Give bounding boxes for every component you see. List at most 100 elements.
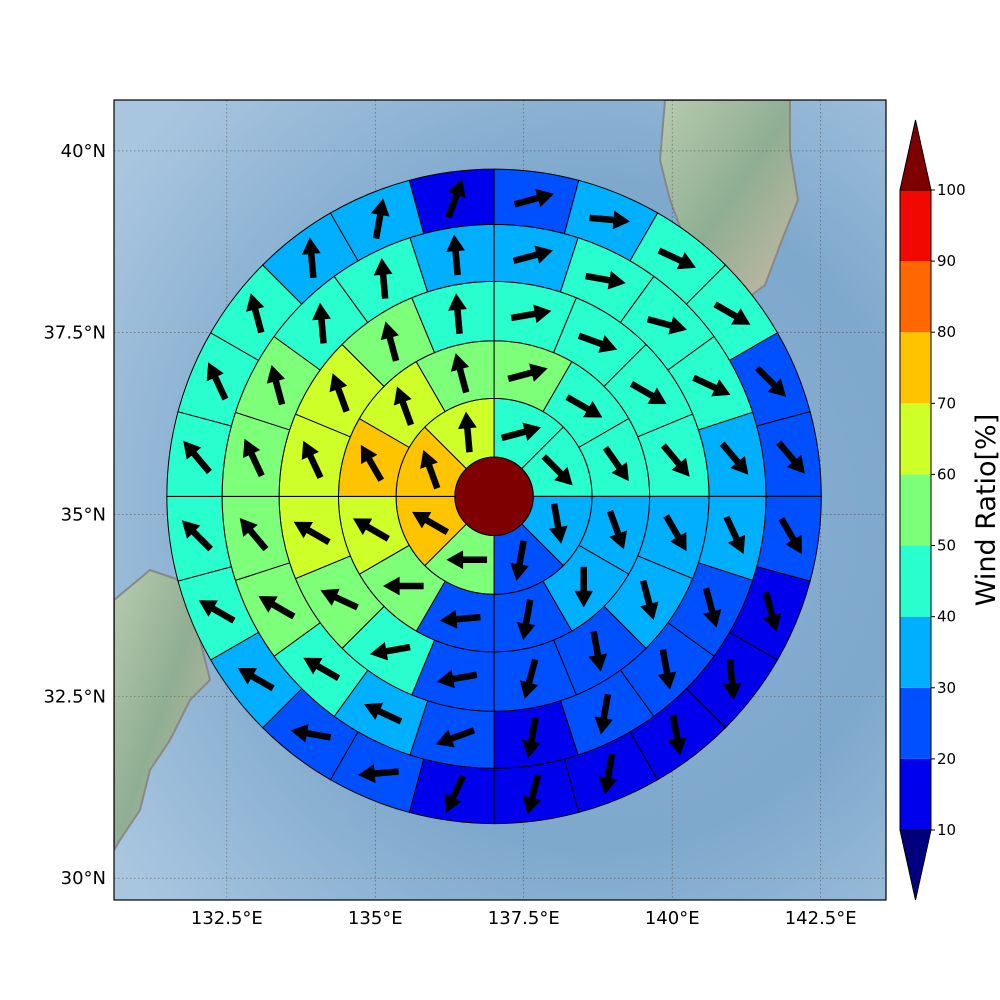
wind-arrow	[692, 374, 731, 397]
wind-arrow	[458, 411, 477, 453]
colorbar-segment	[900, 616, 931, 688]
wind-arrow	[436, 669, 478, 689]
wind-arrow	[565, 394, 603, 418]
x-tick-label: 132.5°E	[191, 908, 263, 929]
x-axis-ticks: 132.5°E 135°E 137.5°E 140°E 142.5°E	[191, 908, 857, 929]
wind-arrow	[183, 440, 212, 475]
wind-arrow	[507, 363, 548, 383]
wind-arrow	[293, 521, 331, 545]
wind-arrow	[510, 540, 529, 581]
wind-arrow	[364, 702, 403, 725]
y-tick-label: 32.5°N	[43, 686, 106, 707]
wind-arrow	[722, 659, 742, 701]
colorbar-extend-min	[899, 829, 932, 901]
wind-arrow	[516, 599, 536, 641]
wind-arrow	[360, 444, 385, 482]
wind-arrow	[594, 693, 614, 735]
wind-arrow	[435, 727, 476, 748]
wind-arrow	[380, 321, 400, 362]
wind-arrow	[762, 591, 782, 632]
wind-arrow	[382, 576, 424, 596]
colorbar-tick-label: 10	[937, 821, 956, 839]
wind-arrow	[439, 609, 481, 629]
wind-arrow	[198, 600, 236, 624]
wind-arrow	[303, 657, 341, 681]
wind-arrow	[719, 441, 749, 475]
y-tick-label: 37.5°N	[43, 323, 106, 344]
wind-arrow	[393, 386, 415, 426]
wind-arrow	[370, 198, 390, 240]
wind-arrow	[541, 454, 573, 486]
wind-arrow	[663, 514, 687, 552]
colorbar-label: Wind Ratio[%]	[971, 414, 1000, 606]
y-tick-label: 40°N	[61, 141, 106, 162]
wind-arrow	[660, 443, 690, 477]
wind-arrow	[646, 316, 688, 335]
wind-arrow	[420, 449, 441, 490]
colorbar-segment	[900, 332, 931, 404]
wind-arrow	[639, 579, 659, 621]
colorbar-tick-label: 90	[937, 252, 956, 270]
wind-arrow	[237, 667, 275, 692]
wind-arrow	[588, 630, 608, 672]
wind-arrow	[522, 773, 542, 815]
wind-arrow	[301, 440, 324, 480]
wind-arrow	[585, 270, 626, 290]
colorbar-segment	[900, 758, 931, 830]
wind-arrow	[246, 293, 265, 334]
sector-cell	[756, 495, 822, 582]
wind-arrow	[412, 511, 449, 536]
colorbar-segment	[900, 687, 931, 759]
wind-arrow	[444, 774, 467, 813]
colorbar: 10 20 30 40 50 60 70 80 90 100	[899, 119, 966, 901]
colorbar-tick-label: 80	[937, 323, 956, 341]
colorbar-segment	[900, 474, 931, 546]
wind-arrow	[373, 257, 393, 299]
wind-arrow	[629, 380, 667, 405]
wind-arrow	[513, 188, 554, 208]
colorbar-tick-label: 100	[937, 181, 966, 199]
y-tick-label: 35°N	[61, 505, 106, 526]
wind-arrow	[181, 520, 213, 552]
x-tick-label: 137.5°E	[488, 908, 560, 929]
wind-arrow	[522, 717, 541, 759]
colorbar-tick-label: 20	[937, 750, 956, 768]
sector-cell	[408, 758, 495, 825]
wind-arrow	[778, 517, 802, 555]
wind-arrow	[357, 764, 399, 783]
wind-arrow	[329, 373, 350, 413]
wind-arrow	[301, 237, 321, 279]
wind-arrow	[702, 587, 722, 628]
wind-arrow	[243, 438, 265, 478]
wind-arrow	[512, 245, 553, 265]
colorbar-extend-max	[899, 119, 932, 191]
wind-arrow	[574, 566, 594, 608]
wind-arrow	[450, 353, 470, 394]
colorbar-segment	[900, 190, 931, 262]
colorbar-tick-label: 60	[937, 465, 956, 483]
x-tick-label: 142.5°E	[785, 908, 857, 929]
x-tick-label: 140°E	[645, 908, 700, 929]
wind-arrow	[446, 550, 488, 570]
wind-arrow	[320, 588, 359, 611]
colorbar-tick-label: 70	[937, 394, 956, 412]
wind-arrow	[239, 517, 269, 552]
colorbar-tick-label: 40	[937, 608, 956, 626]
wind-arrow	[657, 649, 677, 690]
wind-arrow	[312, 302, 331, 344]
wind-arrow	[519, 658, 539, 699]
wind-arrow	[206, 362, 229, 401]
wind-arrow	[290, 723, 332, 743]
map-frame	[113, 99, 887, 901]
wind-arrow	[577, 332, 618, 353]
wind-arrow	[776, 440, 805, 474]
wind-arrow	[754, 365, 787, 397]
wind-arrow	[548, 503, 568, 544]
wind-arrow	[266, 365, 286, 406]
wind-arrow	[500, 422, 542, 442]
wind-arrow	[445, 179, 466, 219]
wind-arrow	[369, 641, 411, 661]
wind-arrow	[510, 304, 552, 324]
wind-arrow	[598, 753, 618, 795]
